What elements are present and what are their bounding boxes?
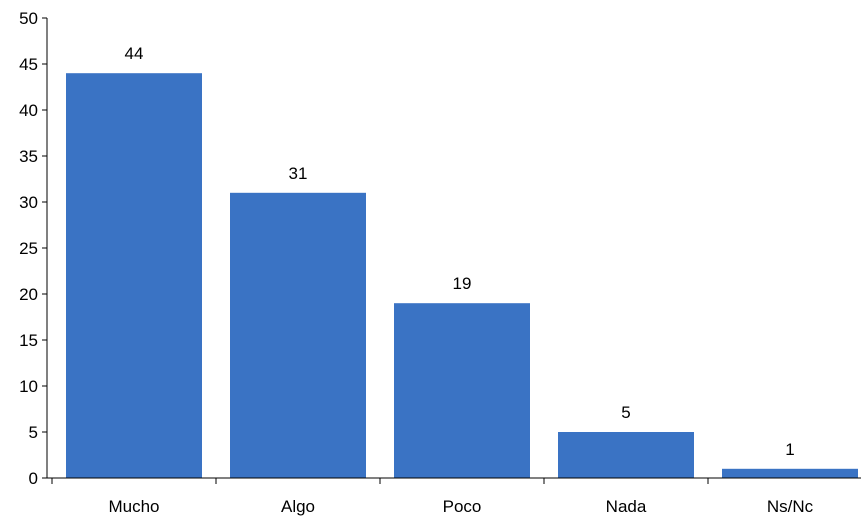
y-tick-label: 15	[19, 331, 38, 350]
y-tick-label: 40	[19, 101, 38, 120]
y-tick-label: 25	[19, 239, 38, 258]
x-tick-label: Ns/Nc	[767, 497, 814, 516]
data-label: 19	[453, 274, 472, 293]
bar-nada	[558, 432, 694, 478]
bar-poco	[394, 303, 530, 478]
y-tick-label: 50	[19, 9, 38, 28]
x-axis-tick-labels: Mucho Algo Poco Nada Ns/Nc	[51, 478, 814, 516]
data-label: 1	[785, 440, 794, 459]
y-tick-label: 30	[19, 193, 38, 212]
x-tick-label: Poco	[443, 497, 482, 516]
x-tick-label: Algo	[281, 497, 315, 516]
data-label: 31	[289, 164, 308, 183]
y-tick-label: 5	[29, 423, 38, 442]
y-tick-label: 20	[19, 285, 38, 304]
data-label: 44	[125, 44, 144, 63]
bar-algo	[230, 192, 366, 479]
bar-ns-nc	[722, 468, 858, 478]
bar-mucho	[66, 73, 202, 478]
data-labels: 44 31 19 5 1	[125, 44, 795, 459]
x-tick-label: Mucho	[108, 497, 159, 516]
y-tick-label: 45	[19, 55, 38, 74]
bars	[66, 73, 858, 479]
y-tick-label: 10	[19, 377, 38, 396]
y-tick-label: 0	[29, 469, 38, 488]
x-tick-label: Nada	[606, 497, 647, 516]
y-axis-ticks: 0 5 10 15 20 25 30 35 40 45 50	[19, 9, 47, 488]
y-tick-label: 35	[19, 147, 38, 166]
data-label: 5	[621, 403, 630, 422]
